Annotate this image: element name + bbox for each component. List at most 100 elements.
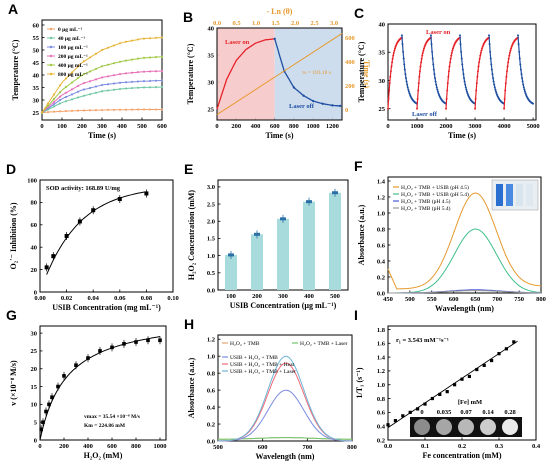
data-point: [94, 67, 98, 70]
cooling-point: [435, 86, 438, 89]
y-tick-label: 1.0: [377, 382, 385, 389]
linear-fit: [216, 32, 343, 116]
x-axis-label: USIB Concentration (mg mL⁻¹): [52, 303, 161, 312]
heating-point: [418, 75, 421, 78]
heating-point: [418, 70, 421, 73]
heating-point: [387, 97, 390, 100]
panels: A0 100 200 300 400 500 6002530354045505560Time…: [6, 1, 546, 461]
data-point: [50, 395, 54, 400]
cooling-point: [406, 86, 409, 89]
cooling-point: [436, 90, 439, 93]
y-tick-label: 0.4: [207, 404, 216, 411]
data-point: [112, 74, 116, 77]
data-point: [44, 265, 49, 270]
data-point: [64, 109, 68, 113]
data-point: [158, 338, 162, 343]
vmax-label: vmax = 35.54 ×10⁻⁸ M/s: [84, 414, 140, 420]
data-point: [134, 340, 138, 344]
cooling-point: [521, 77, 524, 80]
data-point: [386, 423, 390, 427]
heating-point: [447, 75, 450, 78]
heating-point: [420, 57, 423, 60]
heating-point: [446, 89, 449, 92]
cooling-point: [464, 83, 467, 86]
bar: [303, 201, 315, 290]
data-point: [136, 57, 140, 60]
plot-frame: [216, 27, 343, 121]
cuvette: [516, 184, 523, 206]
panel-letter: I: [354, 307, 358, 323]
heating-point: [449, 61, 452, 64]
heating-point: [474, 97, 477, 100]
data-point: [130, 108, 134, 111]
data-point: [44, 409, 48, 414]
data-point: [70, 88, 74, 91]
x-axis-label: Time (s): [265, 131, 293, 140]
data-point: [136, 86, 140, 89]
cooling-point: [493, 86, 496, 89]
cooling-point: [517, 43, 520, 46]
y-tick-label: 45: [33, 60, 40, 67]
data-point: [154, 36, 158, 39]
x-tick-label: 500: [405, 296, 415, 303]
cooling-point: [402, 50, 405, 53]
cuvette: [526, 184, 533, 206]
heating-point: [506, 65, 509, 68]
data-point: [88, 56, 92, 59]
cooling-point: [522, 83, 525, 86]
data-point: [408, 410, 412, 414]
heating-point: [387, 107, 390, 110]
cooling-point: [523, 90, 526, 93]
x-tick-label: 0.06: [114, 295, 126, 302]
panel-letter: G: [6, 307, 17, 323]
x-tick-label: 200: [77, 123, 87, 130]
y-axis-label: v (×10⁻⁸ M/s): [9, 360, 18, 406]
spectrum-line-4: [218, 355, 352, 442]
y-tick-label: 80: [31, 200, 38, 207]
legend-entry: H₂O₂ + TMB: [230, 341, 260, 347]
phantom-well: [480, 419, 496, 435]
heating-point: [475, 89, 478, 92]
y-tick-label: 0.6: [207, 387, 216, 394]
y-tick-label: 0.2: [207, 421, 215, 428]
y-tick-label: 30: [33, 97, 40, 104]
data-point: [46, 111, 50, 114]
plot-frame: [387, 23, 537, 121]
legend-marker: [49, 36, 53, 40]
x-tick-label: 5000: [527, 123, 540, 130]
y-tick-label: 55: [33, 35, 40, 42]
right-tick-label: 400: [345, 59, 355, 66]
cooling-point: [489, 57, 492, 60]
x-tick-label: 600: [270, 123, 280, 130]
cuvette: [496, 184, 503, 206]
phantom-well: [502, 419, 518, 435]
data-point: [82, 73, 86, 76]
top-tick-label: 1.0: [252, 20, 260, 27]
bar-cap: [254, 232, 260, 236]
cooling-point: [400, 34, 403, 37]
cooling-point: [429, 34, 432, 37]
heating-point: [479, 54, 482, 57]
data-point: [124, 59, 128, 62]
data-point: [160, 108, 164, 111]
cooling-point: [401, 43, 404, 46]
y-tick-label: 0.0: [377, 290, 385, 297]
heating-point: [507, 61, 510, 64]
heating-point: [475, 82, 478, 85]
y-tick-label: 25: [208, 106, 215, 113]
cooling-point: [434, 80, 437, 83]
r1-label: r₁ = 3.543 mM⁻¹s⁻¹: [396, 337, 449, 344]
data-point: [94, 78, 98, 81]
y-axis-label: Absorbance (a.u.): [187, 357, 196, 418]
cooling-point: [433, 73, 436, 76]
x-tick-label: 1000: [307, 123, 320, 130]
top-tick-label: 1.5: [271, 20, 280, 27]
data-point: [100, 83, 104, 87]
heating-point: [388, 89, 391, 92]
y-tick-label: 0.0: [207, 287, 215, 294]
cooling-point: [407, 90, 410, 93]
data-point: [58, 102, 62, 105]
x-tick-label: 0.2: [458, 443, 466, 450]
y-tick-label: 0.8: [207, 370, 216, 377]
data-point: [154, 79, 158, 82]
